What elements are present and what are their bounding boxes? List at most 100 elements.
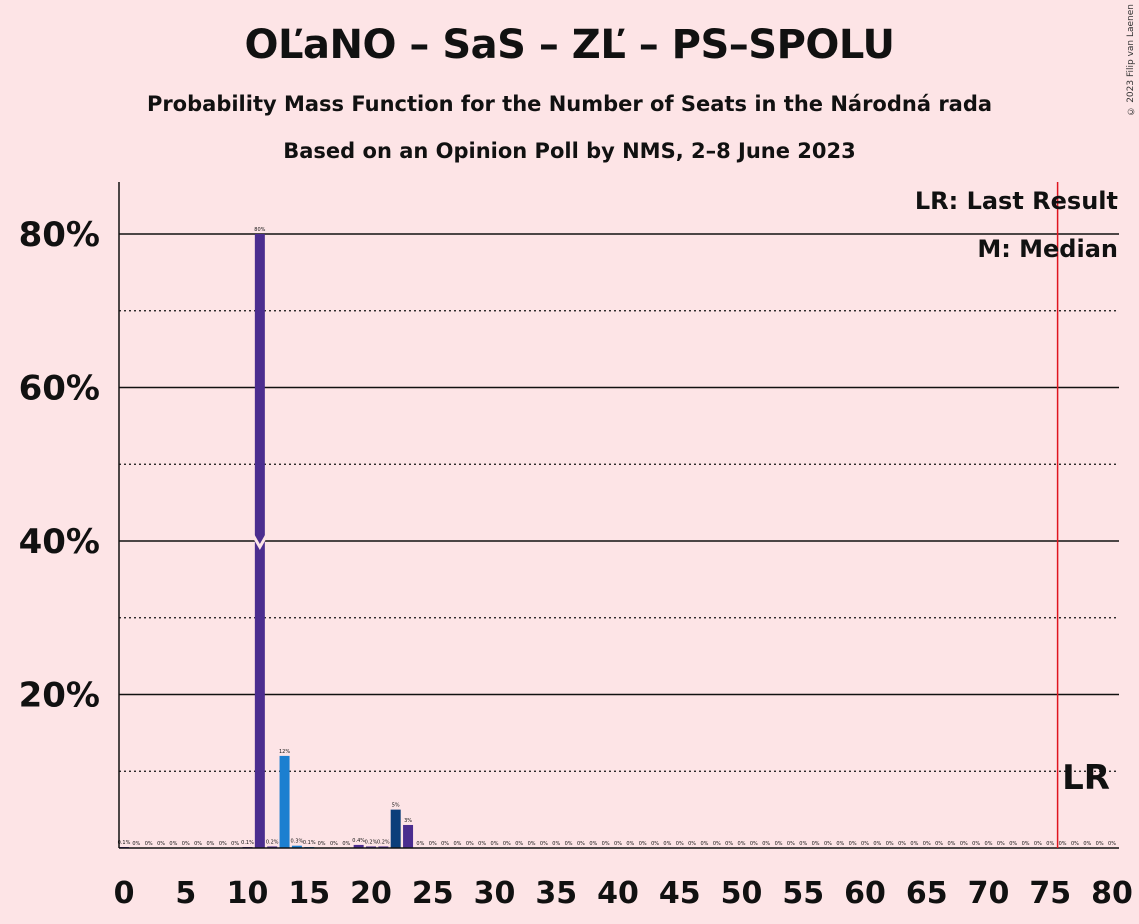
bar-value-label: 0% <box>1059 841 1067 847</box>
bar-value-label: 0% <box>750 841 758 847</box>
bar-value-label: 0% <box>552 841 560 847</box>
chart-subtitle-poll: Based on an Opinion Poll by NMS, 2–8 Jun… <box>283 139 856 163</box>
chart-title: OĽaNO – SaS – ZĽ – PS–SPOLU <box>244 22 895 68</box>
bar-value-label: 0% <box>1034 841 1042 847</box>
x-tick-label: 5 <box>175 876 196 911</box>
bar-value-label: 0% <box>614 841 622 847</box>
bar-value-label: 0% <box>775 841 783 847</box>
bar-value-label: 0% <box>861 841 869 847</box>
bar-value-label: 0% <box>1083 841 1091 847</box>
x-tick-label: 30 <box>474 876 516 911</box>
y-tick-label: 40% <box>19 522 100 562</box>
bar-value-label: 0% <box>602 841 610 847</box>
legend-median: M: Median <box>977 235 1118 263</box>
bar-value-label: 0% <box>836 841 844 847</box>
bar <box>267 846 278 848</box>
bar-value-label: 0% <box>676 841 684 847</box>
bar-value-label: 0% <box>194 841 202 847</box>
bar <box>279 755 290 848</box>
bar-value-label: 0% <box>700 841 708 847</box>
bar-value-label: 0% <box>565 841 573 847</box>
bar-value-label: 0% <box>960 841 968 847</box>
bar-value-label: 0% <box>528 841 536 847</box>
bar-value-label: 0% <box>886 841 894 847</box>
bar-value-label: 0% <box>947 841 955 847</box>
bar-value-label: 5% <box>392 803 400 809</box>
x-tick-label: 10 <box>227 876 269 911</box>
bar-value-label: 0% <box>663 841 671 847</box>
bar-value-label: 0% <box>145 841 153 847</box>
bar-value-label: 0% <box>132 841 140 847</box>
bar-value-label: 0% <box>1046 841 1054 847</box>
bar-value-label: 0% <box>589 841 597 847</box>
bar-value-label: 0% <box>873 841 881 847</box>
bar-value-label: 0% <box>478 841 486 847</box>
bar-value-label: 0% <box>491 841 499 847</box>
bar-value-label: 0% <box>787 841 795 847</box>
y-tick-label: 60% <box>19 369 100 409</box>
bar <box>378 846 389 848</box>
x-tick-label: 50 <box>721 876 763 911</box>
legend-last-result: LR: Last Result <box>915 187 1118 215</box>
bar-value-label: 0% <box>429 841 437 847</box>
bar-value-label: 0% <box>1009 841 1017 847</box>
bar-value-label: 0% <box>453 841 461 847</box>
bar-value-label: 0% <box>330 841 338 847</box>
x-tick-label: 60 <box>844 876 886 911</box>
chart-subtitle: Probability Mass Function for the Number… <box>146 92 993 116</box>
grid-lines <box>119 233 1119 772</box>
bar-value-label: 0% <box>972 841 980 847</box>
x-tick-label: 25 <box>412 876 454 911</box>
x-tick-label: 15 <box>288 876 330 911</box>
bar-value-labels: 0.1% 0% 0% 0% 0% 0% 0% 0% 0% 0% 0.1%80%0.2%12%0.3%… <box>118 227 1117 847</box>
bar-value-label: 0.3% <box>291 839 304 845</box>
median-marker <box>250 532 270 551</box>
bar-value-label: 0% <box>738 841 746 847</box>
bar-value-label: 0% <box>762 841 770 847</box>
bar-value-label: 0% <box>898 841 906 847</box>
bar-value-label: 0% <box>466 841 474 847</box>
bar-value-label: 0.2% <box>266 839 279 845</box>
bar-value-label: 0% <box>441 841 449 847</box>
bar-value-label: 3% <box>404 818 412 824</box>
x-tick-label: 70 <box>968 876 1010 911</box>
bar-value-label: 0% <box>515 841 523 847</box>
bar-value-label: 0% <box>1022 841 1030 847</box>
x-tick-label: 20 <box>350 876 392 911</box>
bar-value-label: 0% <box>824 841 832 847</box>
bar-value-label: 0% <box>318 841 326 847</box>
y-tick-label: 20% <box>19 676 100 716</box>
bar-value-label: 0% <box>910 841 918 847</box>
bar-value-label: 0% <box>639 841 647 847</box>
bar-value-label: 0% <box>577 841 585 847</box>
bar-value-label: 0% <box>651 841 659 847</box>
bar <box>254 234 265 848</box>
bar-value-label: 0% <box>849 841 857 847</box>
bar-value-label: 0% <box>1096 841 1104 847</box>
bar-value-label: 0% <box>935 841 943 847</box>
bar-value-label: 0.1% <box>118 840 131 846</box>
x-tick-label: 45 <box>659 876 701 911</box>
bar-value-label: 12% <box>279 749 290 755</box>
bar <box>403 824 414 848</box>
bar-value-label: 0% <box>799 841 807 847</box>
bar-value-label: 0% <box>416 841 424 847</box>
bar-value-label: 0% <box>626 841 634 847</box>
bar-value-label: 0% <box>812 841 820 847</box>
y-tick-label: 80% <box>19 215 100 255</box>
bar <box>366 846 376 848</box>
bar-value-label: 0% <box>342 841 350 847</box>
last-result-marker-label: LR <box>1062 758 1110 798</box>
axes: 20% 40% 60% 80% 0 5 10 15 20 25 30 35 40 45 50 55 60 65 70… <box>19 182 1133 911</box>
bar-value-label: 0% <box>688 841 696 847</box>
x-tick-label: 75 <box>1029 876 1071 911</box>
chart-annotations: LR: Last Result M: Median LR <box>250 182 1118 848</box>
bar-value-label: 0% <box>997 841 1005 847</box>
bar <box>353 844 364 848</box>
bar <box>291 845 302 848</box>
x-tick-label: 35 <box>535 876 577 911</box>
x-tick-label: 80 <box>1091 876 1133 911</box>
bar <box>390 809 401 848</box>
bar-value-label: 0% <box>725 841 733 847</box>
